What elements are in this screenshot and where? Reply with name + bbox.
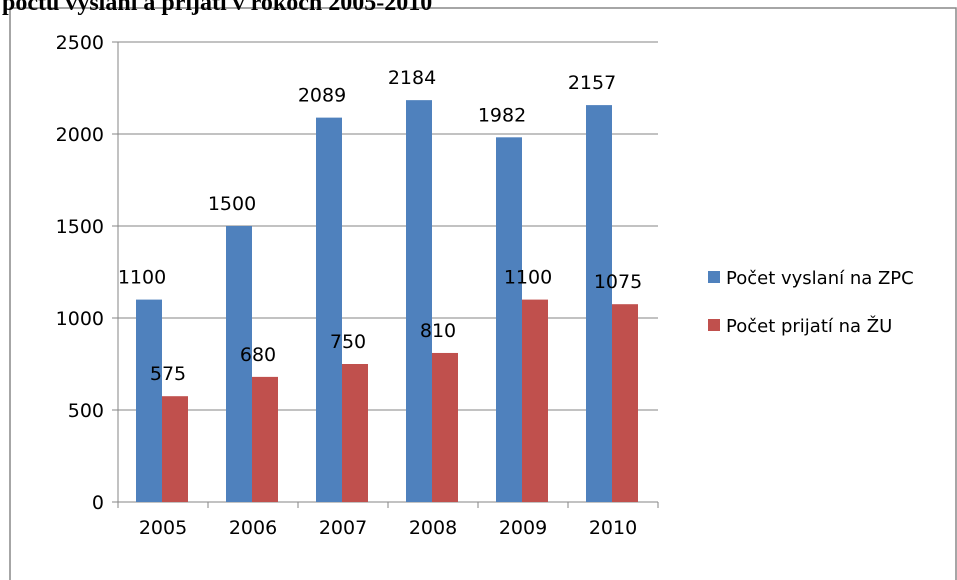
bar [252,376,278,502]
bar [316,117,342,503]
value-label: 1500 [208,193,256,215]
value-label: 1100 [118,267,166,289]
bar [162,396,188,502]
legend-label: Počet vyslaní na ZPC [726,268,914,289]
value-label: 2089 [298,85,346,107]
value-label: 1100 [504,267,552,289]
x-tick-label: 2010 [589,517,637,539]
chart-title: počtu vyslaní a prijatí v rokoch 2005-20… [2,0,432,16]
y-tick-label: 2500 [56,32,104,54]
y-tick-label: 1000 [56,308,104,330]
bar [226,226,252,502]
legend-swatch [708,271,720,283]
x-tick-label: 2009 [499,517,547,539]
bar [522,299,548,502]
legend-label: Počet prijatí na ŽU [726,315,892,337]
x-tick-label: 2007 [319,517,367,539]
bar [496,137,522,502]
y-tick-label: 1500 [56,216,104,238]
value-label: 1982 [478,104,526,126]
value-label: 1075 [594,271,642,293]
y-tick-label: 0 [92,492,104,514]
bar [612,304,638,502]
bar [342,364,368,502]
legend-swatch [708,319,720,331]
value-label: 2184 [388,67,436,89]
bar [586,105,612,502]
bar [406,100,432,503]
bar [136,299,162,502]
value-label: 810 [420,320,456,342]
bar [432,352,458,502]
x-tick-label: 2005 [139,517,187,539]
value-label: 2157 [568,72,616,94]
y-tick-label: 2000 [56,124,104,146]
x-tick-label: 2006 [229,517,277,539]
x-tick-label: 2008 [409,517,457,539]
y-tick-label: 500 [68,400,104,422]
value-label: 575 [150,363,186,385]
value-label: 680 [240,344,276,366]
value-label: 750 [330,331,366,353]
